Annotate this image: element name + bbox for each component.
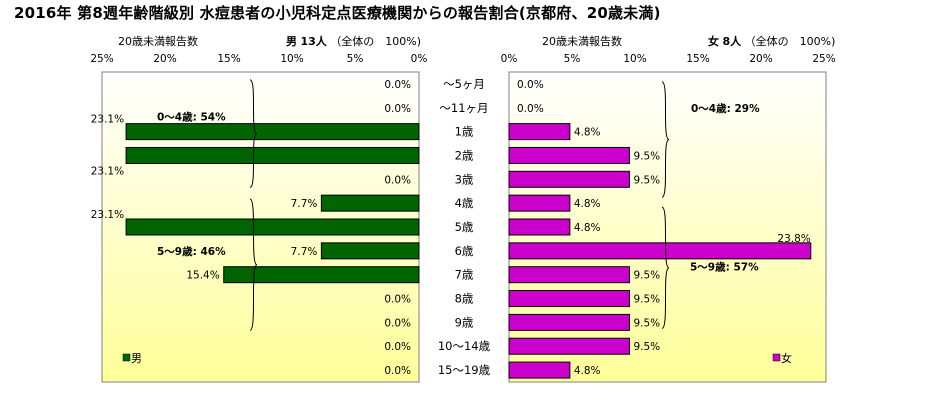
female-legend-swatch — [772, 353, 781, 362]
female-data-label: 9.5% — [633, 270, 660, 282]
male-0-4-brace — [249, 79, 258, 188]
category-label: ～11ヶ月 — [439, 101, 488, 115]
female-bar — [508, 123, 571, 141]
category-label: 15～19歳 — [438, 363, 491, 377]
male-legend-label: 男 — [131, 352, 142, 365]
female-count: 8人 — [722, 35, 742, 48]
male-data-label: 0.0% — [384, 294, 411, 306]
male-bar — [320, 242, 420, 260]
male-data-label: 23.1% — [91, 165, 124, 177]
female-data-label: 9.5% — [633, 317, 660, 329]
male-bar — [125, 146, 420, 164]
female-tick-10: 10% — [623, 53, 647, 65]
female-bar — [508, 242, 812, 260]
male-bar — [125, 218, 420, 236]
female-data-label: 9.5% — [633, 294, 660, 306]
female-data-label: 0.0% — [517, 103, 544, 115]
female-tick-5: 5% — [563, 53, 581, 65]
male-count: 13人 — [300, 35, 327, 48]
female-data-label: 4.8% — [574, 198, 601, 210]
male-legend-swatch — [122, 353, 131, 362]
category-label: ～5ヶ月 — [443, 77, 485, 91]
male-data-label: 0.0% — [384, 103, 411, 115]
female-legend-label: 女 — [781, 351, 792, 365]
female-data-label: 4.8% — [574, 222, 601, 234]
category-label: 7歳 — [455, 268, 474, 282]
category-label: 4歳 — [455, 196, 474, 210]
male-header: 男 13人 （全体の 100%) — [286, 33, 421, 49]
male-5-9-annotation: 5～9歳: 46% — [157, 245, 226, 258]
male-axis-title: 20歳未満報告数 — [118, 35, 198, 48]
male-bar — [320, 194, 420, 212]
male-data-label: 7.7% — [291, 198, 318, 210]
category-label: 8歳 — [455, 292, 474, 306]
female-0-4-brace — [661, 81, 670, 198]
chart-title: 2016年 第8週年齢階級別 水痘患者の小児科定点医療機関からの報告割合(京都府… — [14, 4, 661, 22]
male-data-label: 23.1% — [91, 114, 124, 126]
male-data-label: 0.0% — [384, 174, 411, 186]
male-data-label: 0.0% — [384, 341, 411, 353]
male-data-label: 15.4% — [186, 270, 219, 282]
female-bar — [508, 218, 571, 236]
female-data-label: 4.8% — [574, 127, 601, 139]
category-label: 2歳 — [455, 148, 474, 162]
female-bar — [508, 146, 630, 164]
female-axis-title: 20歳未満報告数 — [542, 35, 622, 48]
male-tick-20: 20% — [153, 53, 177, 65]
male-tick-15: 15% — [217, 53, 241, 65]
category-label: 10～14歳 — [438, 339, 491, 353]
female-tick-0: 0% — [500, 53, 518, 65]
male-tick-25: 25% — [90, 53, 114, 65]
female-data-label: 23.8% — [777, 233, 810, 245]
male-total: （全体の 100%) — [330, 35, 422, 48]
category-label: 5歳 — [455, 220, 474, 234]
male-label: 男 — [286, 35, 297, 48]
male-5-9-brace — [249, 198, 258, 331]
male-0-4-annotation: 0～4歳: 54% — [157, 111, 226, 124]
female-bar — [508, 170, 630, 188]
male-bar — [125, 123, 420, 141]
male-data-label: 7.7% — [291, 246, 318, 258]
female-5-9-brace — [661, 206, 670, 329]
female-tick-20: 20% — [749, 53, 773, 65]
category-label: 3歳 — [455, 172, 474, 186]
female-tick-25: 25% — [812, 53, 836, 65]
female-label: 女 — [708, 35, 719, 48]
female-data-label: 0.0% — [517, 79, 544, 91]
female-bar — [508, 361, 571, 379]
female-bar — [508, 194, 571, 212]
category-label: 6歳 — [455, 244, 474, 258]
female-bar — [508, 313, 630, 331]
male-data-label: 0.0% — [384, 365, 411, 377]
category-label: 1歳 — [455, 125, 474, 139]
female-data-label: 9.5% — [633, 150, 660, 162]
male-bar — [223, 266, 420, 284]
male-data-label: 23.1% — [91, 209, 124, 221]
female-header: 女 8人 （全体の 100%) — [708, 33, 835, 49]
category-label: 9歳 — [455, 315, 474, 329]
female-5-9-annotation: 5～9歳: 57% — [690, 261, 759, 274]
male-data-label: 0.0% — [384, 317, 411, 329]
female-tick-15: 15% — [686, 53, 710, 65]
male-tick-0: 0% — [410, 53, 428, 65]
male-tick-10: 10% — [280, 53, 304, 65]
female-0-4-annotation: 0～4歳: 29% — [691, 102, 760, 115]
female-data-label: 9.5% — [633, 174, 660, 186]
male-data-label: 0.0% — [384, 79, 411, 91]
female-bar — [508, 337, 630, 355]
female-total: （全体の 100%) — [744, 35, 836, 48]
female-bar — [508, 290, 630, 308]
female-bar — [508, 266, 630, 284]
male-tick-5: 5% — [346, 53, 364, 65]
female-data-label: 9.5% — [633, 341, 660, 353]
female-data-label: 4.8% — [574, 365, 601, 377]
